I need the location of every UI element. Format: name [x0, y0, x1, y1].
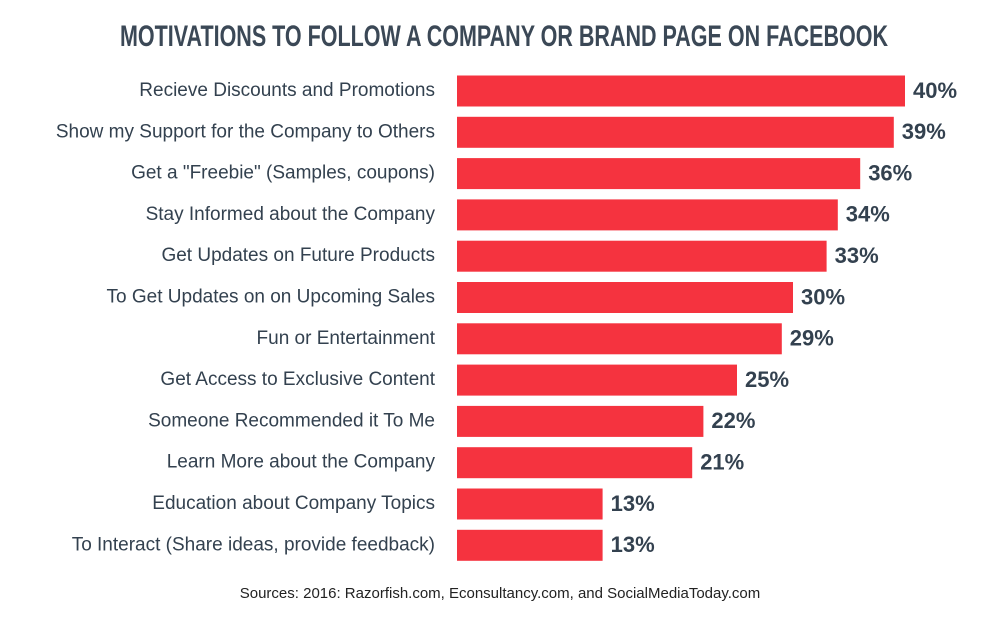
category-label: Stay Informed about the Company: [146, 204, 436, 225]
category-label: Learn More about the Company: [167, 452, 436, 473]
value-label: 39%: [902, 119, 946, 144]
value-label: 36%: [868, 160, 912, 185]
value-label: 25%: [745, 367, 789, 392]
value-label: 13%: [611, 532, 655, 557]
category-label: To Get Updates on on Upcoming Sales: [107, 287, 435, 308]
bar: [457, 282, 793, 313]
category-label: Get Updates on Future Products: [161, 245, 435, 266]
category-label: Fun or Entertainment: [257, 328, 436, 349]
bar: [457, 405, 704, 437]
value-label: 40%: [913, 78, 957, 103]
category-label: Recieve Discounts and Promotions: [139, 80, 435, 101]
value-label: 34%: [846, 202, 890, 227]
source-note: Sources: 2016: Razorfish.com, Econsultan…: [240, 585, 761, 602]
value-label: 30%: [801, 284, 845, 309]
value-label: 29%: [790, 326, 834, 351]
bar: [457, 323, 782, 355]
category-label: To Interact (Share ideas, provide feedba…: [72, 534, 435, 555]
value-label: 13%: [611, 491, 655, 516]
bar: [457, 488, 603, 520]
bar: [457, 240, 827, 272]
bar: [457, 529, 603, 561]
bar: [457, 75, 905, 107]
bar: [457, 158, 861, 190]
bar: [457, 447, 693, 479]
bar: [457, 364, 737, 396]
category-label: Education about Company Topics: [152, 493, 435, 514]
category-label: Get Access to Exclusive Content: [160, 369, 435, 390]
value-label: 22%: [711, 408, 755, 433]
value-label: 21%: [700, 450, 744, 475]
value-label: 33%: [835, 243, 879, 268]
category-label: Get a "Freebie" (Samples, coupons): [131, 163, 435, 184]
category-label: Show my Support for the Company to Other…: [56, 121, 435, 142]
bar: [457, 116, 894, 148]
category-label: Someone Recommended it To Me: [148, 410, 435, 431]
bar: [457, 199, 838, 231]
chart-title: MOTIVATIONS TO FOLLOW A COMPANY OR BRAND…: [120, 20, 888, 53]
